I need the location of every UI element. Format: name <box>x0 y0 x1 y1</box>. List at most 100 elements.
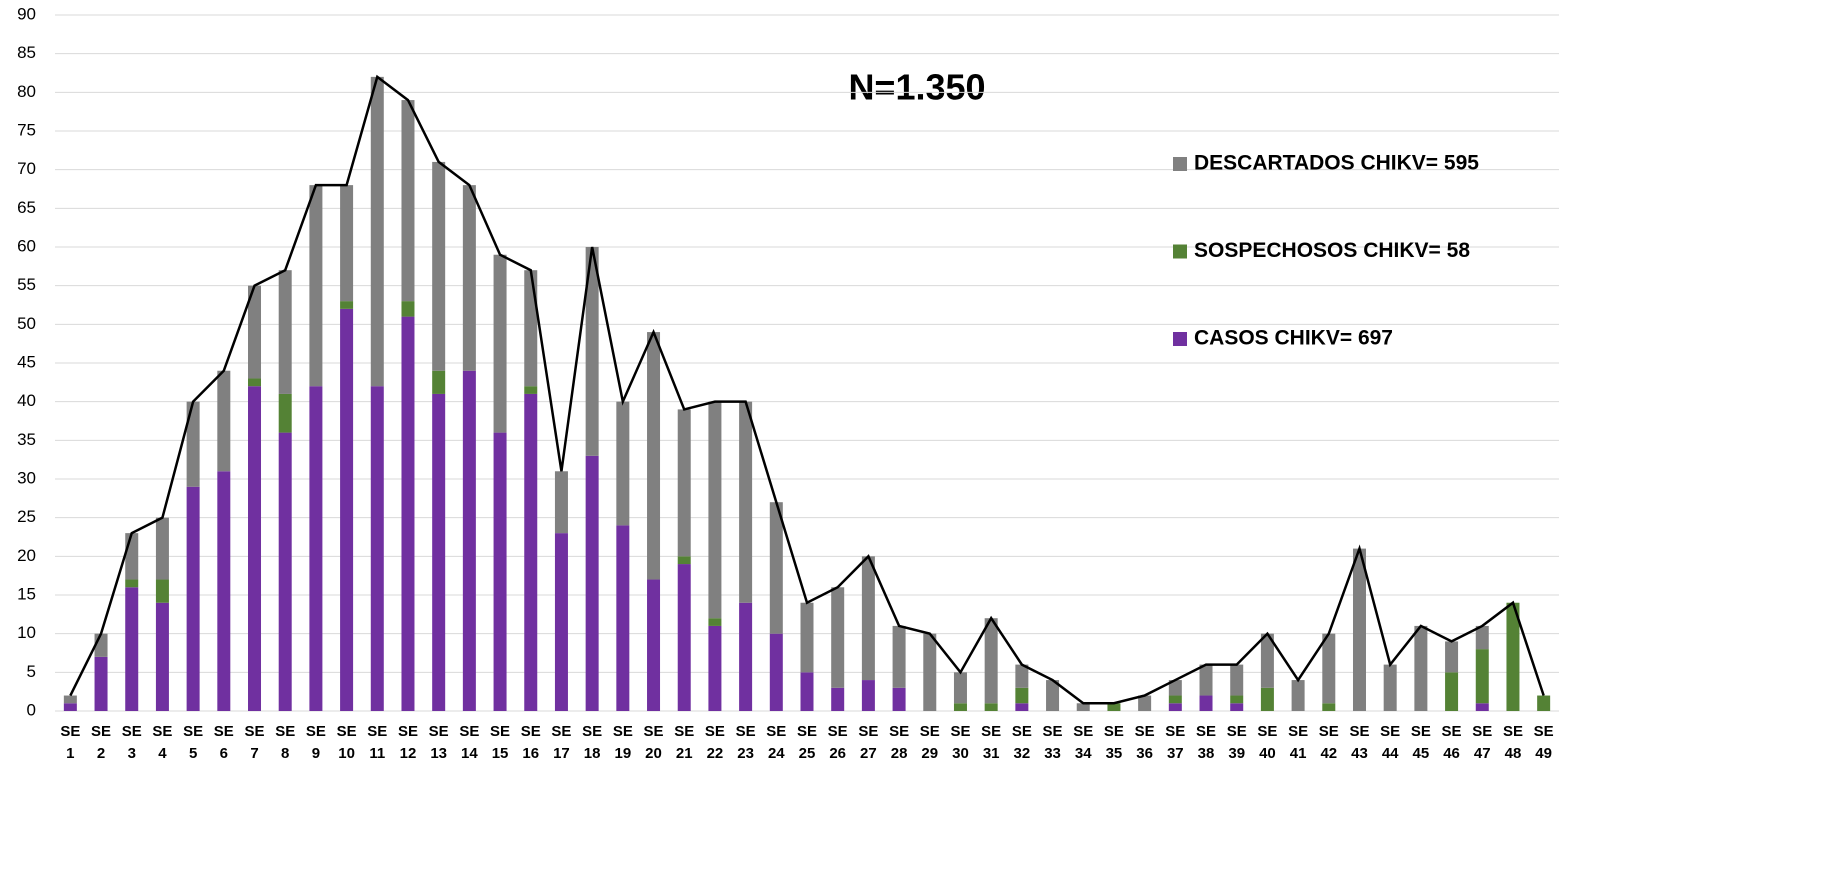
bar-segment <box>401 316 415 711</box>
y-tick-label: 80 <box>17 82 36 101</box>
x-tick-label: SE 14 <box>459 723 480 762</box>
x-tick-label: SE 10 <box>336 723 357 762</box>
x-tick-label: SE 20 <box>643 723 664 762</box>
x-tick-label-box: SE 23 <box>736 723 756 762</box>
bar-segment <box>831 587 845 688</box>
bar-segment <box>248 285 262 379</box>
x-tick-label-box: SE 24 <box>766 723 786 762</box>
x-tick-label: SE 44 <box>1380 723 1401 762</box>
bar-segment <box>186 486 200 711</box>
bar-segment <box>1352 548 1366 711</box>
bar-segment <box>1414 625 1428 711</box>
x-tick-label: SE 45 <box>1410 723 1431 762</box>
bar-segment <box>554 471 568 534</box>
x-tick-label-box: SE 34 <box>1073 723 1093 762</box>
x-tick-label: SE 48 <box>1502 723 1523 762</box>
bar-segment <box>769 502 783 634</box>
x-tick-label-box: SE 5 <box>183 723 203 762</box>
bar-segment <box>1076 703 1090 711</box>
bar-segment <box>217 370 231 472</box>
x-tick-label-box: SE 21 <box>674 723 695 762</box>
bar-segment <box>861 680 875 711</box>
legend-label: DESCARTADOS CHIKV= 595 <box>1194 152 1479 175</box>
x-tick-label: SE 1 <box>60 723 81 762</box>
bar-segment <box>94 656 108 711</box>
y-tick-label: 0 <box>27 700 36 719</box>
bar-segment <box>309 386 323 711</box>
x-tick-label-box: SE 37 <box>1165 723 1185 762</box>
x-tick-label: SE 7 <box>244 723 265 762</box>
bar-segment <box>432 370 446 394</box>
x-tick-label-box: SE 48 <box>1502 723 1523 762</box>
bar-segment <box>309 185 323 387</box>
x-tick-label: SE 49 <box>1533 723 1554 762</box>
y-tick-label: 10 <box>17 623 36 642</box>
x-tick-label-box: SE 13 <box>428 723 449 762</box>
bar-segment <box>585 455 599 711</box>
x-tick-label-box: SE 36 <box>1135 723 1155 762</box>
bar-segment <box>1015 703 1029 711</box>
bar-segment <box>186 401 200 487</box>
bar-segment <box>984 703 998 711</box>
annotation: N=1.350 <box>848 67 985 108</box>
x-tick-label-box: SE 26 <box>827 723 848 762</box>
x-tick-label: SE 47 <box>1472 723 1493 762</box>
x-tick-label-box: SE 18 <box>582 723 602 762</box>
y-tick-label: 30 <box>17 468 36 487</box>
x-tick-label-box: SE 11 <box>367 723 388 762</box>
bar-segment <box>1537 695 1551 711</box>
bar-segment <box>1383 664 1397 711</box>
bar-segment <box>616 525 630 711</box>
y-tick-label: 70 <box>17 159 36 178</box>
x-tick-label-box: SE 4 <box>152 723 172 762</box>
x-tick-label-box: SE 31 <box>981 723 1001 762</box>
x-tick-label-box: SE 44 <box>1380 723 1401 762</box>
x-tick-label: SE 13 <box>428 723 449 762</box>
bar-segment <box>953 672 967 704</box>
x-tick-label: SE 15 <box>490 723 511 762</box>
x-tick-label: SE 21 <box>674 723 695 762</box>
bar-segment <box>493 254 507 433</box>
bar-segment <box>1506 602 1520 711</box>
y-tick-label: 85 <box>17 43 36 62</box>
x-tick-label: SE 38 <box>1196 723 1217 762</box>
bar-segment <box>155 602 169 711</box>
bar-segment <box>554 533 568 711</box>
x-tick-label-box: SE 3 <box>122 723 142 762</box>
x-tick-label: SE 26 <box>827 723 848 762</box>
bar-segment <box>1168 680 1182 696</box>
bar-segment <box>861 556 875 681</box>
x-tick-label: SE 9 <box>305 723 326 762</box>
bar-segment <box>1199 695 1213 711</box>
x-tick-label-box: SE 17 <box>551 723 571 762</box>
bar-segment <box>800 602 814 673</box>
bar-segment <box>432 393 446 711</box>
legend-label: CASOS CHIKV= 697 <box>1194 327 1393 350</box>
x-tick-label-box: SE 35 <box>1104 723 1124 762</box>
bar-segment <box>125 533 139 580</box>
x-tick-label-box: SE 14 <box>459 723 480 762</box>
y-tick-label: 35 <box>17 430 36 449</box>
bar-segment <box>1322 703 1336 711</box>
y-tick-label: 40 <box>17 391 36 410</box>
legend-swatch <box>1173 244 1187 259</box>
bar-segment <box>677 409 691 557</box>
y-tick-label: 75 <box>17 120 36 139</box>
x-tick-label-box: SE 16 <box>521 723 541 762</box>
bar-segment <box>63 695 77 704</box>
x-tick-label: SE 11 <box>367 723 388 762</box>
legend-swatch <box>1173 157 1187 171</box>
bar-segment <box>1445 672 1459 711</box>
x-tick-label: SE 2 <box>91 723 112 762</box>
bar-segment <box>248 378 262 387</box>
y-tick-label: 60 <box>17 236 36 255</box>
bar-segment <box>739 401 753 603</box>
bar-segment <box>892 625 906 688</box>
bar-segment <box>340 308 354 711</box>
x-tick-label: SE 27 <box>858 723 879 762</box>
x-tick-label: SE 12 <box>397 723 418 762</box>
bar-segment <box>462 185 476 371</box>
bar-segment <box>1260 687 1274 711</box>
bar-segment <box>1168 703 1182 711</box>
bar-segment <box>1015 687 1029 704</box>
